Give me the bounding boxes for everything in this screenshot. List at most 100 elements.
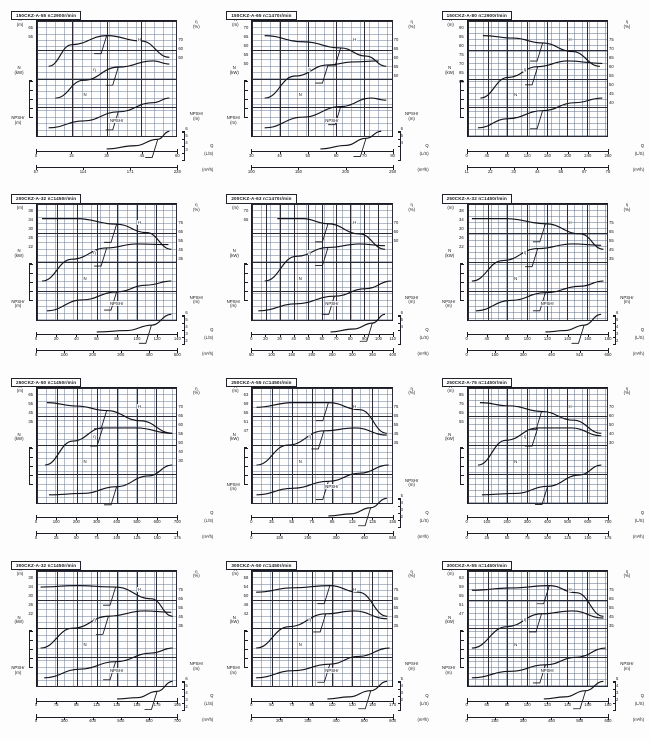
npsh-scale-bracket [182, 314, 186, 345]
y-tick-efficiency: 55 [608, 604, 614, 610]
x-unit-m3h: (m³/h) [202, 350, 214, 356]
x-tick-label: 200 [308, 351, 316, 357]
x-tick-mark [352, 517, 354, 521]
curve-layer [468, 388, 607, 527]
bracket-tick [397, 696, 401, 697]
curve-label-head: H [137, 220, 142, 226]
y-tick-head: 38 [28, 574, 33, 580]
y-tick-npsh: 5 [400, 676, 403, 681]
x-tick-mark [364, 716, 366, 720]
axis-name-flow: Q [640, 693, 644, 698]
y-tick-efficiency: 75 [608, 586, 614, 592]
axis-npsh-unit: (m) [14, 119, 22, 125]
x-tick-mark [120, 350, 122, 354]
axis-npsh-unit: (m) [230, 119, 237, 125]
axis-power-unit: (kW) [229, 252, 239, 258]
major-gridline-h [37, 233, 177, 234]
power-scale-bracket [29, 446, 33, 485]
x-tick-label: 0 [34, 152, 38, 158]
scale-bar [466, 150, 608, 152]
axis-power-unit: (kW) [14, 252, 24, 258]
leader-line [145, 139, 158, 157]
x-tick-mark [251, 700, 253, 704]
curve-efficiency [265, 61, 379, 98]
axis-npsh-symbol-r: NPSHr [620, 661, 634, 666]
y-tick-efficiency: 65 [393, 412, 399, 418]
x-tick-label: 90 [309, 702, 315, 708]
axis-head-unit: (m) [447, 571, 454, 577]
curve-layer [37, 21, 176, 160]
x-scale-m3h: 0 200 300 400 500 600 [250, 714, 396, 723]
bracket-tick [30, 291, 33, 293]
y-tick-npsh: 3 [400, 506, 403, 512]
x-tick-label: 650 [604, 718, 612, 724]
major-gridline-h [467, 204, 607, 206]
y-tick-efficiency: 65 [608, 595, 614, 601]
x-tick-label: 100 [52, 519, 60, 525]
x-tick-mark [251, 533, 253, 537]
bracket-tick [30, 456, 33, 458]
axis-npsh-symbol-r: NPSHr [189, 294, 204, 300]
npsh-scale-bracket [182, 131, 186, 162]
x-tick-mark [64, 350, 66, 354]
bracket-tick [397, 139, 401, 141]
y-tick-efficiency: 50 [178, 439, 183, 445]
y-tick-head: 34 [28, 217, 33, 223]
axis-power-unit: (kW) [229, 619, 239, 625]
axis-head-unit: (m) [16, 571, 24, 577]
x-tick-mark [392, 166, 394, 170]
axis-name-npsh-right: NPSHr (m) [395, 295, 429, 305]
y-tick-head: 55 [243, 409, 249, 415]
chart-title: 150CKZ-A-80 n=2900r/min [441, 11, 512, 21]
axis-npsh-unit: (m) [230, 486, 237, 492]
axis-eff-symbol: η [625, 568, 629, 574]
x-tick-mark [527, 150, 529, 154]
bracket-tick [460, 264, 464, 266]
x-tick-mark [141, 150, 143, 154]
x-tick-label: 280 [604, 152, 612, 158]
axis-eff-unit: (%) [192, 206, 200, 212]
x-tick-label: 250 [328, 351, 336, 357]
curve-label-efficiency: η [92, 616, 97, 622]
x-tick-label: 115 [348, 519, 356, 525]
x-unit-ls: (L/S) [419, 517, 429, 523]
y-tick-efficiency: 35 [178, 256, 183, 262]
x-scale-ls: 0 40 80 100 120 140 160 180 [465, 331, 611, 341]
curve-power [259, 281, 392, 311]
y-axis-head-ticks: 63 59 55 51 47 [225, 387, 249, 504]
chart-title: 300CKZ-A-32 n=1450r/min [11, 560, 82, 571]
curve-efficiency [257, 427, 387, 464]
power-scale-bracket [459, 263, 464, 302]
major-gridline-h [37, 107, 177, 109]
scale-bar [466, 700, 608, 702]
y-tick-npsh: 4 [400, 140, 403, 146]
bracket-tick [397, 689, 401, 690]
x-tick-label: 350 [332, 535, 340, 541]
x-tick-label: 450 [547, 718, 555, 724]
curve-label-efficiency: η [92, 250, 97, 256]
x-tick-mark [76, 517, 78, 521]
x-tick-label: 75 [94, 535, 99, 541]
y-tick-npsh: 2 [615, 697, 619, 702]
major-gridline-h [252, 628, 392, 630]
bracket-tick [460, 90, 464, 91]
curve-power [257, 465, 389, 495]
major-gridline-h [37, 136, 177, 138]
leader-line [96, 616, 109, 634]
y-tick-npsh: 3 [185, 697, 188, 702]
y-tick-efficiency: 55 [608, 73, 614, 78]
y-tick-npsh: 4 [185, 140, 188, 146]
x-tick-mark [527, 533, 529, 537]
bracket-tick [612, 336, 616, 338]
y-tick-head: 63 [243, 391, 249, 397]
bracket-tick [397, 322, 401, 324]
scale-bar [36, 334, 178, 335]
chart-title: 200CKZ-A-63 n=1470r/min [226, 194, 297, 204]
y-tick-head: 26 [28, 601, 33, 607]
